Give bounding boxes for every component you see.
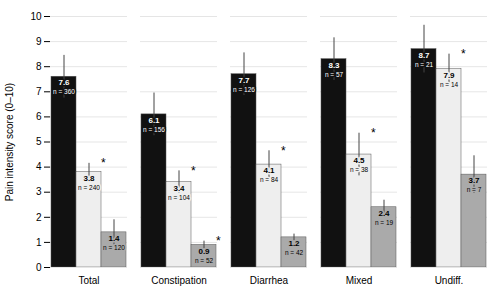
- svg-text:n = 19: n = 19: [375, 219, 394, 226]
- svg-text:*: *: [281, 144, 286, 158]
- svg-text:3: 3: [36, 186, 42, 197]
- svg-text:7: 7: [36, 86, 42, 97]
- svg-text:2.4: 2.4: [378, 209, 390, 218]
- svg-text:Total: Total: [78, 275, 99, 286]
- svg-text:Pain intensity score (0–10): Pain intensity score (0–10): [4, 83, 15, 201]
- svg-text:Undiff.: Undiff.: [435, 275, 464, 286]
- svg-text:n = 360: n = 360: [53, 88, 75, 95]
- svg-text:8.3: 8.3: [328, 61, 340, 70]
- svg-text:n = 21: n = 21: [415, 61, 434, 68]
- svg-text:n = 52: n = 52: [195, 257, 214, 264]
- svg-text:4.5: 4.5: [353, 156, 365, 165]
- svg-text:1: 1: [36, 237, 42, 248]
- svg-text:0.9: 0.9: [198, 247, 210, 256]
- svg-text:8: 8: [36, 61, 42, 72]
- svg-text:n = 84: n = 84: [260, 176, 279, 183]
- svg-text:1.2: 1.2: [288, 239, 300, 248]
- svg-text:3.8: 3.8: [83, 174, 95, 183]
- svg-text:5: 5: [36, 136, 42, 147]
- svg-text:n = 240: n = 240: [78, 184, 100, 191]
- svg-text:0: 0: [36, 262, 42, 273]
- svg-text:10: 10: [30, 11, 42, 22]
- svg-text:Constipation: Constipation: [151, 275, 207, 286]
- svg-text:*: *: [101, 156, 106, 170]
- svg-text:n = 104: n = 104: [168, 194, 190, 201]
- svg-text:*: *: [461, 47, 466, 61]
- svg-text:1.4: 1.4: [108, 234, 120, 243]
- svg-text:n = 156: n = 156: [143, 126, 165, 133]
- svg-text:Diarrhea: Diarrhea: [250, 275, 289, 286]
- svg-text:8.7: 8.7: [418, 51, 430, 60]
- svg-text:4: 4: [36, 161, 42, 172]
- svg-text:n = 42: n = 42: [285, 249, 304, 256]
- svg-text:6: 6: [36, 111, 42, 122]
- svg-text:6.1: 6.1: [148, 116, 160, 125]
- svg-text:3.7: 3.7: [468, 176, 480, 185]
- svg-text:7.9: 7.9: [443, 71, 455, 80]
- svg-text:*: *: [371, 126, 376, 140]
- svg-text:n = 14: n = 14: [440, 81, 459, 88]
- svg-text:n = 57: n = 57: [325, 71, 344, 78]
- svg-text:4.1: 4.1: [263, 166, 275, 175]
- svg-text:*: *: [216, 234, 221, 248]
- svg-text:Mixed: Mixed: [346, 275, 373, 286]
- svg-text:n = 120: n = 120: [103, 244, 125, 251]
- svg-text:n = 38: n = 38: [350, 166, 369, 173]
- svg-text:2: 2: [36, 212, 42, 223]
- svg-text:n = 126: n = 126: [233, 86, 255, 93]
- svg-text:*: *: [191, 164, 196, 178]
- svg-text:n = 7: n = 7: [467, 186, 482, 193]
- svg-text:7.6: 7.6: [58, 78, 70, 87]
- svg-text:3.4: 3.4: [173, 184, 185, 193]
- svg-text:7.7: 7.7: [238, 76, 250, 85]
- svg-text:9: 9: [36, 36, 42, 47]
